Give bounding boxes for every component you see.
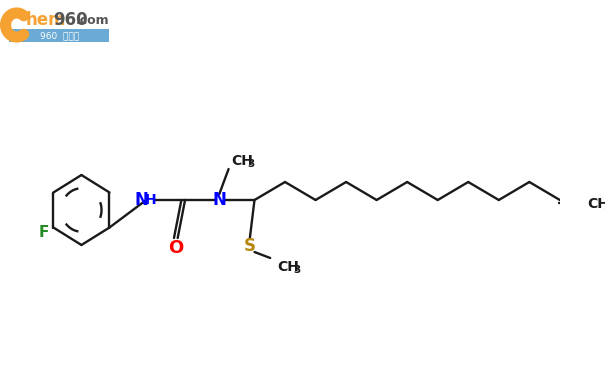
Text: N: N xyxy=(212,191,226,209)
Text: CH: CH xyxy=(231,154,253,168)
Text: hem: hem xyxy=(26,11,67,29)
Text: N: N xyxy=(135,191,148,209)
Text: 2: 2 xyxy=(603,202,605,212)
Text: .com: .com xyxy=(76,13,110,27)
Text: S: S xyxy=(244,237,256,255)
Text: CH: CH xyxy=(587,197,605,211)
Text: 3: 3 xyxy=(247,159,254,169)
Text: 960: 960 xyxy=(53,11,87,29)
FancyBboxPatch shape xyxy=(9,29,109,42)
Text: F: F xyxy=(38,225,49,240)
Text: CH: CH xyxy=(278,260,299,274)
Text: 960  化工网: 960 化工网 xyxy=(40,31,79,40)
Text: O: O xyxy=(168,239,183,257)
Text: 3: 3 xyxy=(293,265,301,275)
Text: H: H xyxy=(145,193,157,207)
